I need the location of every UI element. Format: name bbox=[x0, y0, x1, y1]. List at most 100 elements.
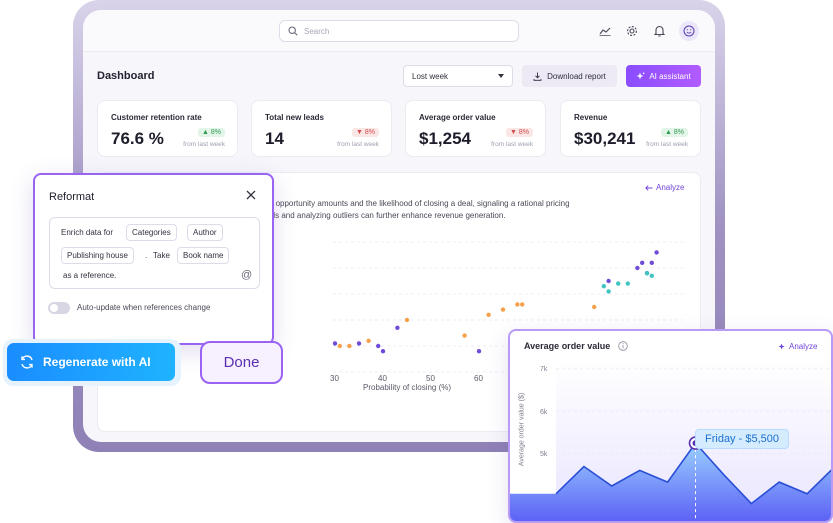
scatter-point bbox=[654, 250, 659, 255]
scatter-point bbox=[332, 341, 338, 346]
date-range-value: Lost week bbox=[412, 71, 449, 81]
scatter-x-tick: 50 bbox=[426, 374, 435, 382]
scatter-point bbox=[649, 260, 654, 265]
aov-y-tick: 7k bbox=[540, 366, 548, 373]
done-label: Done bbox=[223, 354, 260, 371]
done-button[interactable]: Done bbox=[200, 341, 283, 384]
ai-assistant-button[interactable]: AI assistant bbox=[626, 65, 701, 87]
scatter-analyze-label: Analyze bbox=[656, 183, 685, 192]
kpi-change-badge: ▲ 8% bbox=[661, 128, 688, 137]
kpi-value: $1,254 bbox=[419, 129, 471, 148]
kpi-value: 14 bbox=[265, 129, 284, 148]
scatter-x-tick: 40 bbox=[378, 374, 387, 382]
aov-analyze-button[interactable]: Analyze bbox=[778, 342, 817, 351]
scatter-point bbox=[347, 343, 352, 349]
reformat-title: Reformat bbox=[49, 191, 95, 203]
page-title: Dashboard bbox=[97, 70, 155, 82]
scatter-point bbox=[337, 343, 342, 349]
reformat-dialog: Reformat Enrich data for Categories Auth… bbox=[33, 173, 274, 345]
kpi-sub: from last week bbox=[491, 141, 533, 148]
kpi-label: Total new leads bbox=[265, 113, 324, 122]
ai-assistant-label: AI assistant bbox=[649, 71, 691, 81]
scatter-point bbox=[601, 284, 606, 289]
at-icon[interactable]: @ bbox=[241, 269, 253, 281]
scatter-point bbox=[404, 317, 410, 323]
scatter-point bbox=[376, 343, 381, 349]
scatter-point bbox=[500, 307, 506, 312]
aov-title-text: Average order value bbox=[524, 341, 611, 351]
scatter-point bbox=[520, 302, 525, 307]
kpi-card-retention: Customer retention rate 76.6 % ▲ 8% from… bbox=[97, 100, 238, 157]
download-icon bbox=[533, 72, 542, 81]
scatter-point bbox=[635, 265, 640, 271]
smiley-icon bbox=[683, 25, 695, 37]
gear-icon[interactable] bbox=[623, 22, 641, 40]
enrich-prompt-field[interactable]: Enrich data for Categories Author Publis… bbox=[49, 217, 260, 289]
info-icon[interactable] bbox=[618, 341, 628, 351]
kpi-change-badge: ▼ 8% bbox=[352, 128, 379, 137]
aov-y-tick: 5k bbox=[540, 451, 548, 458]
sparkle-icon bbox=[636, 72, 645, 79]
kpi-card-order-value: Average order value $1,254 ▼ 8% from las… bbox=[405, 100, 546, 157]
chip-publishing-house[interactable]: Publishing house bbox=[61, 247, 134, 264]
dashboard-screen: Search Dashboard Lost week Download repo… bbox=[83, 10, 715, 442]
download-report-label: Download report bbox=[547, 71, 606, 81]
kpi-change-badge: ▲ 8% bbox=[198, 128, 225, 137]
scatter-x-tick: 60 bbox=[474, 374, 483, 382]
auto-update-toggle[interactable] bbox=[48, 302, 70, 314]
scatter-description-line: leads and analyzing outliers can further… bbox=[260, 211, 506, 220]
search-input[interactable]: Search bbox=[279, 20, 519, 42]
kpi-label: Customer retention rate bbox=[111, 113, 202, 122]
average-order-value-card: Average order value Analyze Average orde… bbox=[508, 329, 833, 523]
scatter-point bbox=[649, 273, 654, 278]
regenerate-label: Regenerate with AI bbox=[43, 355, 151, 369]
kpi-change: 8% bbox=[518, 129, 529, 136]
avatar[interactable] bbox=[679, 21, 699, 41]
scatter-point bbox=[395, 325, 400, 330]
refresh-icon bbox=[21, 355, 33, 369]
download-report-button[interactable]: Download report bbox=[522, 65, 617, 87]
regenerate-button[interactable]: Regenerate with AI bbox=[7, 343, 175, 381]
scatter-point bbox=[356, 341, 362, 346]
scatter-analyze-button[interactable]: Analyze bbox=[645, 183, 684, 192]
enrich-dot: . bbox=[145, 251, 148, 260]
scatter-x-tick: 30 bbox=[330, 374, 339, 382]
scatter-point bbox=[616, 281, 621, 286]
aov-analyze-label: Analyze bbox=[789, 342, 818, 351]
scatter-point bbox=[640, 260, 645, 265]
chip-book-name[interactable]: Book name bbox=[177, 247, 230, 264]
scatter-point bbox=[592, 304, 597, 310]
caret-down-icon bbox=[498, 74, 504, 78]
scatter-description: een opportunity amounts and the likeliho… bbox=[260, 198, 640, 222]
chart-icon[interactable] bbox=[596, 22, 614, 40]
top-bar: Search bbox=[83, 10, 715, 52]
chip-author[interactable]: Author bbox=[187, 224, 223, 241]
scatter-x-axis-label: Probability of closing (%) bbox=[363, 383, 452, 392]
kpi-label: Average order value bbox=[419, 113, 496, 122]
bell-icon[interactable] bbox=[650, 22, 668, 40]
search-placeholder: Search bbox=[304, 26, 330, 36]
close-icon[interactable] bbox=[244, 188, 258, 202]
date-range-select[interactable]: Lost week bbox=[403, 65, 513, 87]
enrich-take: Take bbox=[153, 251, 170, 260]
auto-update-label: Auto-update when references change bbox=[77, 303, 211, 312]
kpi-label: Revenue bbox=[574, 113, 608, 122]
enrich-suffix: as a reference. bbox=[63, 271, 117, 280]
kpi-sub: from last week bbox=[646, 141, 688, 148]
chip-categories[interactable]: Categories bbox=[126, 224, 177, 241]
aov-title: Average order value bbox=[524, 341, 628, 351]
kpi-change: 8% bbox=[210, 129, 221, 136]
kpi-change: 8% bbox=[673, 129, 684, 136]
scatter-point bbox=[515, 302, 520, 307]
kpi-change: 8% bbox=[364, 129, 375, 136]
kpi-value: $30,241 bbox=[574, 129, 636, 148]
aov-y-tick: 6k bbox=[540, 409, 548, 416]
kpi-card-leads: Total new leads 14 ▼ 8% from last week bbox=[251, 100, 392, 157]
kpi-sub: from last week bbox=[337, 141, 379, 148]
arrow-left-icon bbox=[645, 184, 653, 191]
scatter-point bbox=[476, 349, 482, 354]
aov-area bbox=[510, 443, 831, 521]
scatter-description-line: een opportunity amounts and the likeliho… bbox=[260, 199, 570, 208]
kpi-card-revenue: Revenue $30,241 ▲ 8% from last week bbox=[560, 100, 701, 157]
enrich-prefix: Enrich data for bbox=[61, 228, 114, 237]
